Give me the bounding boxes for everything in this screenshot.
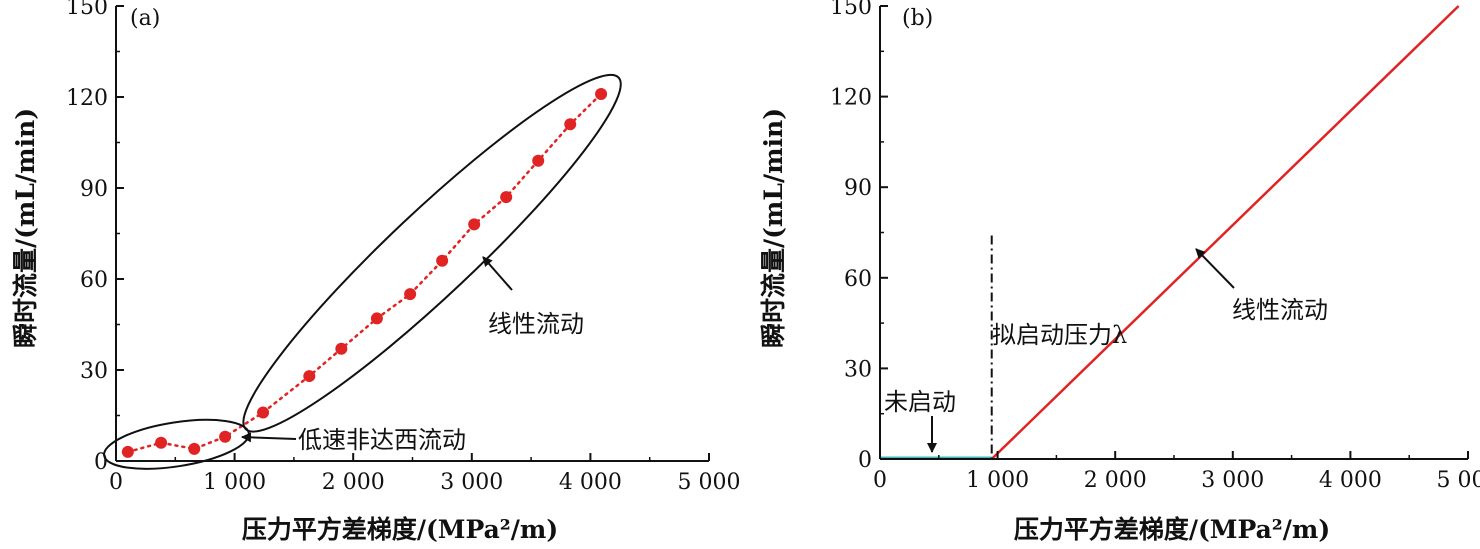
data-point — [532, 154, 545, 167]
x-tick-label: 5 000 — [1437, 468, 1480, 493]
x-axis-title-a: 压力平方差梯度/(MPa²/m) — [242, 515, 558, 544]
y-tick-label: 150 — [66, 0, 108, 20]
data-point — [404, 288, 417, 301]
x-tick-label: 1 000 — [203, 470, 266, 495]
data-point — [303, 370, 316, 383]
data-point — [595, 87, 608, 100]
annotation-low-speed-non-darcy: 低速非达西流动 — [298, 426, 466, 454]
x-tick-label: 3 000 — [440, 470, 503, 495]
chart-panel-a: (a) 0 1 000 2 000 3 000 4 000 5 000 0 30 60 90 12… — [11, 0, 740, 544]
y-tick-label: 60 — [80, 268, 108, 293]
axes-b — [879, 5, 1469, 460]
y-tick-label: 90 — [80, 177, 108, 202]
data-point — [468, 218, 481, 231]
annotation-linear-flow-a: 线性流动 — [488, 310, 584, 338]
plot-area-b — [880, 5, 1460, 460]
x-tick-labels-a: 0 1 000 2 000 3 000 4 000 5 000 — [109, 470, 740, 495]
arrow-linear-flow-b — [1195, 248, 1235, 289]
data-point — [188, 442, 201, 455]
annotation-pseudo-start-pressure: 拟启动压力λ — [992, 321, 1127, 349]
panel-label-b: (b) — [902, 6, 933, 31]
x-tick-labels-b: 0 1 000 2 000 3 000 4 000 5 000 — [873, 468, 1480, 493]
arrow-linear-flow-a — [482, 256, 513, 291]
y-tick-label: 0 — [858, 448, 872, 473]
data-point — [257, 406, 270, 419]
trend-line-dotted — [126, 92, 603, 454]
data-point — [370, 312, 383, 325]
y-tick-label: 90 — [844, 176, 872, 201]
regime-ellipse — [103, 418, 250, 470]
data-point — [219, 430, 232, 443]
x-tick-label: 4 000 — [559, 470, 622, 495]
data-point — [564, 118, 577, 131]
x-tick-label: 2 000 — [322, 470, 385, 495]
y-tick-labels-b: 0 30 60 90 120 150 — [830, 0, 872, 473]
panel-label-a: (a) — [130, 6, 160, 31]
data-point — [155, 436, 168, 449]
y-tick-label: 30 — [844, 357, 872, 382]
y-tick-label: 60 — [844, 267, 872, 292]
x-tick-label: 2 000 — [1084, 468, 1147, 493]
series-linear-flow-line — [990, 5, 1460, 460]
x-tick-label: 5 000 — [678, 470, 741, 495]
regime-ellipse — [242, 73, 622, 433]
arrow-low-speed — [241, 432, 297, 443]
y-axis-title-b: 瞬时流量/(mL/min) — [759, 108, 788, 348]
data-point — [436, 254, 449, 267]
chart-panel-b: (b) 0 1 000 2 000 3 000 4 000 5 000 0 30 60 90 12… — [759, 0, 1480, 544]
y-tick-labels-a: 0 30 60 90 120 150 — [66, 0, 108, 475]
y-axis-title-a: 瞬时流量/(mL/min) — [11, 108, 40, 348]
annotation-not-started: 未启动 — [884, 388, 956, 416]
x-tick-label: 0 — [873, 468, 887, 493]
data-point — [500, 191, 513, 204]
y-tick-label: 120 — [830, 86, 872, 111]
data-point — [121, 445, 134, 458]
plot-area-a — [103, 73, 622, 470]
x-tick-label: 4 000 — [1319, 468, 1382, 493]
x-tick-label: 0 — [109, 470, 123, 495]
x-axis-title-b: 压力平方差梯度/(MPa²/m) — [1014, 515, 1330, 544]
y-tick-label: 30 — [80, 359, 108, 384]
x-tick-label: 1 000 — [966, 468, 1029, 493]
data-point — [335, 342, 348, 355]
y-tick-label: 150 — [830, 0, 872, 20]
annotation-linear-flow-b: 线性流动 — [1232, 296, 1328, 324]
axes-a — [115, 5, 710, 462]
x-tick-label: 3 000 — [1201, 468, 1264, 493]
y-tick-label: 0 — [94, 450, 108, 475]
y-tick-label: 120 — [66, 86, 108, 111]
